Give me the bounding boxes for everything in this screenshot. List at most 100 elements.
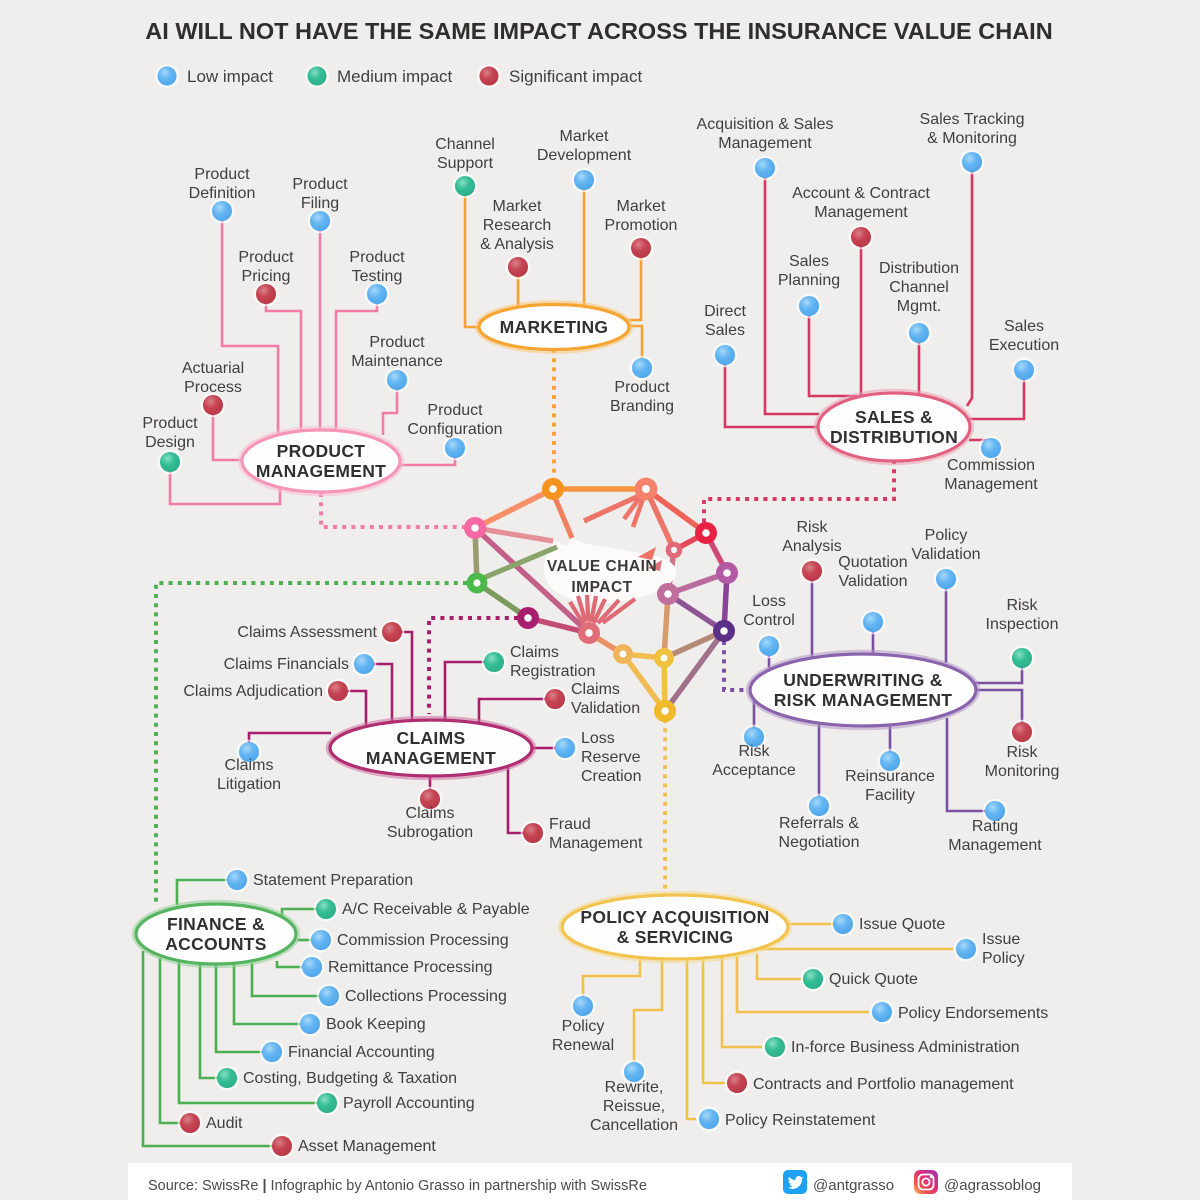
svg-text:VALUE CHAIN: VALUE CHAIN: [547, 558, 657, 575]
svg-text:Subrogation: Subrogation: [387, 824, 473, 841]
svg-text:Process: Process: [184, 379, 242, 396]
svg-text:Fraud: Fraud: [549, 816, 591, 833]
svg-text:Policy Endorsements: Policy Endorsements: [898, 1005, 1048, 1022]
svg-text:Testing: Testing: [352, 268, 403, 285]
svg-text:Pricing: Pricing: [242, 268, 291, 285]
svg-text:Issue Quote: Issue Quote: [859, 916, 945, 933]
svg-text:RISK MANAGEMENT: RISK MANAGEMENT: [774, 690, 953, 710]
svg-text:Issue: Issue: [982, 931, 1020, 948]
svg-text:Sales: Sales: [1004, 318, 1044, 335]
svg-text:Audit: Audit: [206, 1115, 243, 1132]
svg-text:Reserve: Reserve: [581, 749, 641, 766]
svg-text:In-force Business Administrati: In-force Business Administration: [791, 1039, 1020, 1056]
svg-text:Contracts and Portfolio manage: Contracts and Portfolio management: [753, 1076, 1014, 1093]
svg-text:Loss: Loss: [752, 593, 786, 610]
svg-text:Claims: Claims: [225, 757, 274, 774]
svg-text:Risk: Risk: [796, 519, 828, 536]
svg-text:Management: Management: [718, 135, 812, 152]
svg-text:Design: Design: [145, 434, 195, 451]
svg-text:Book Keeping: Book Keeping: [326, 1016, 426, 1033]
svg-text:Risk: Risk: [1006, 597, 1038, 614]
svg-text:Control: Control: [743, 612, 795, 629]
svg-text:Management: Management: [948, 837, 1042, 854]
svg-text:Creation: Creation: [581, 768, 641, 785]
svg-text:Rating: Rating: [972, 818, 1018, 835]
svg-text:Policy: Policy: [982, 950, 1025, 967]
svg-text:Market: Market: [617, 198, 666, 215]
svg-text:Acquisition & Sales: Acquisition & Sales: [697, 116, 834, 133]
svg-text:Development: Development: [537, 147, 632, 164]
svg-text:Low impact: Low impact: [187, 67, 273, 86]
svg-text:& Monitoring: & Monitoring: [927, 130, 1017, 147]
svg-text:Product: Product: [142, 415, 198, 432]
svg-text:Risk: Risk: [1006, 744, 1038, 761]
svg-text:Costing, Budgeting & Taxation: Costing, Budgeting & Taxation: [243, 1070, 457, 1087]
svg-text:MANAGEMENT: MANAGEMENT: [366, 748, 496, 768]
svg-text:Commission: Commission: [947, 457, 1035, 474]
svg-text:Quotation: Quotation: [838, 554, 907, 571]
svg-text:Product: Product: [614, 379, 670, 396]
svg-text:Research: Research: [483, 217, 551, 234]
svg-text:Mgmt.: Mgmt.: [897, 298, 941, 315]
svg-text:Monitoring: Monitoring: [985, 763, 1060, 780]
svg-text:& SERVICING: & SERVICING: [617, 927, 734, 947]
svg-text:ACCOUNTS: ACCOUNTS: [165, 934, 267, 954]
svg-text:Product: Product: [427, 402, 483, 419]
svg-text:Direct: Direct: [704, 303, 746, 320]
svg-text:Product: Product: [292, 176, 348, 193]
svg-text:Source: SwissRe | Infographic: Source: SwissRe | Infographic by Antonio…: [148, 1178, 647, 1194]
svg-text:Sales: Sales: [705, 322, 745, 339]
svg-text:Litigation: Litigation: [217, 776, 281, 793]
svg-text:Statement Preparation: Statement Preparation: [253, 872, 413, 889]
svg-text:Promotion: Promotion: [605, 217, 678, 234]
svg-text:Validation: Validation: [911, 546, 980, 563]
svg-text:Validation: Validation: [571, 700, 640, 717]
svg-text:Inspection: Inspection: [986, 616, 1059, 633]
svg-text:SALES &: SALES &: [855, 407, 933, 427]
svg-text:Market: Market: [493, 198, 542, 215]
svg-text:Claims Adjudication: Claims Adjudication: [183, 683, 323, 700]
svg-text:FINANCE &: FINANCE &: [167, 914, 265, 934]
svg-text:Maintenance: Maintenance: [351, 353, 443, 370]
svg-text:Remittance Processing: Remittance Processing: [328, 959, 493, 976]
svg-text:CLAIMS: CLAIMS: [397, 728, 466, 748]
svg-text:Claims: Claims: [571, 681, 620, 698]
svg-text:Sales Tracking: Sales Tracking: [920, 111, 1025, 128]
svg-text:Management: Management: [944, 476, 1038, 493]
svg-text:Analysis: Analysis: [782, 538, 842, 555]
svg-text:UNDERWRITING &: UNDERWRITING &: [783, 670, 942, 690]
svg-text:IMPACT: IMPACT: [571, 579, 632, 596]
svg-text:Policy Reinstatement: Policy Reinstatement: [725, 1112, 876, 1129]
svg-text:Renewal: Renewal: [552, 1037, 614, 1054]
svg-text:Financial Accounting: Financial Accounting: [288, 1044, 435, 1061]
svg-text:Referrals &: Referrals &: [779, 815, 859, 832]
svg-text:Reissue,: Reissue,: [603, 1098, 665, 1115]
svg-text:Filing: Filing: [301, 195, 339, 212]
svg-text:Management: Management: [549, 835, 643, 852]
svg-text:@agrassoblog: @agrassoblog: [944, 1177, 1041, 1194]
svg-text:Branding: Branding: [610, 398, 674, 415]
svg-text:Product: Product: [238, 249, 294, 266]
svg-text:Market: Market: [560, 128, 609, 145]
svg-text:Planning: Planning: [778, 272, 840, 289]
svg-text:Definition: Definition: [189, 185, 256, 202]
svg-text:Commission Processing: Commission Processing: [337, 932, 509, 949]
svg-text:Acceptance: Acceptance: [712, 762, 796, 779]
svg-text:Loss: Loss: [581, 730, 615, 747]
svg-text:Negotiation: Negotiation: [779, 834, 860, 851]
svg-text:MARKETING: MARKETING: [500, 317, 609, 337]
svg-text:Execution: Execution: [989, 337, 1059, 354]
svg-text:Claims: Claims: [406, 805, 455, 822]
svg-text:Actuarial: Actuarial: [182, 360, 244, 377]
svg-text:Claims Assessment: Claims Assessment: [237, 624, 377, 641]
svg-text:Asset Management: Asset Management: [298, 1138, 436, 1155]
svg-text:Policy: Policy: [925, 527, 968, 544]
svg-text:Channel: Channel: [435, 136, 495, 153]
svg-text:Claims Financials: Claims Financials: [224, 656, 349, 673]
svg-text:MANAGEMENT: MANAGEMENT: [256, 461, 386, 481]
svg-text:@antgrasso: @antgrasso: [813, 1177, 894, 1194]
svg-text:Channel: Channel: [889, 279, 949, 296]
svg-text:Management: Management: [814, 204, 908, 221]
svg-text:Policy: Policy: [562, 1018, 605, 1035]
svg-text:Support: Support: [437, 155, 494, 172]
